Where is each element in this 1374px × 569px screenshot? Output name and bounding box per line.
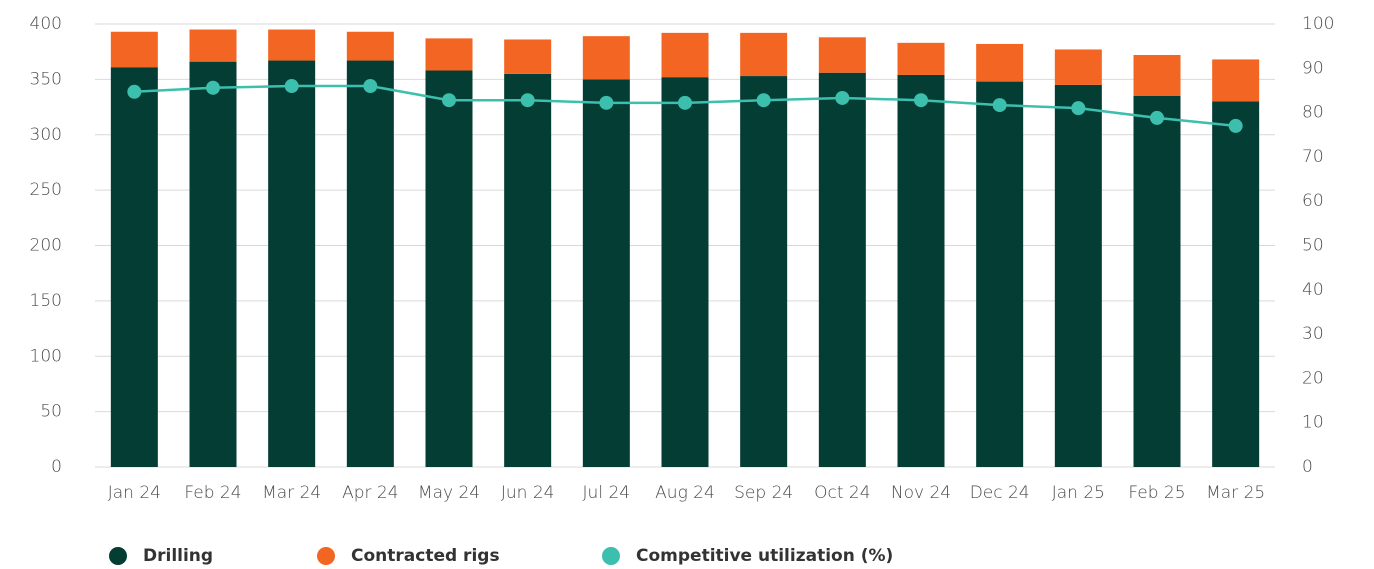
x-tick-label: Jun 24: [501, 483, 555, 503]
bar: [740, 76, 788, 468]
y2-tick-label: 70: [1302, 147, 1324, 167]
point: [678, 95, 692, 110]
point: [756, 93, 771, 108]
y-tick-label: 350: [30, 69, 62, 89]
point: [992, 98, 1007, 113]
x-tick-label: Nov 24: [891, 483, 951, 503]
bar: [976, 43, 1024, 82]
bar: [346, 60, 394, 468]
x-tick-label: Jan 24: [108, 483, 161, 503]
bar: [897, 42, 945, 75]
y-tick-label: 50: [40, 402, 62, 422]
bar: [1054, 84, 1102, 467]
bar: [110, 31, 158, 68]
bar: [582, 79, 630, 467]
y2-tick-label: 30: [1302, 324, 1324, 344]
point: [127, 84, 142, 99]
bar: [346, 31, 394, 61]
legend-label: Contracted rigs: [351, 546, 500, 566]
legend-marker: [602, 547, 620, 565]
y-tick-label: 200: [30, 236, 62, 256]
x-tick-label: Feb 25: [1128, 483, 1185, 503]
y2-tick-label: 0: [1302, 457, 1313, 477]
y-tick-label: 300: [30, 125, 62, 145]
y2-tick-label: 20: [1302, 368, 1324, 388]
y2-tick-label: 60: [1302, 191, 1324, 211]
point: [1071, 101, 1086, 116]
bar: [1133, 55, 1181, 96]
y-tick-label: 150: [30, 291, 62, 311]
bar: [504, 73, 552, 468]
bar: [1212, 101, 1260, 468]
y-tick-label: 250: [30, 180, 62, 200]
y2-tick-label: 10: [1302, 413, 1324, 433]
legend-marker: [109, 547, 127, 565]
x-tick-label: Jan 25: [1052, 483, 1105, 503]
bar: [268, 60, 316, 468]
x-tick-label: Oct 24: [814, 483, 870, 503]
x-tick-label: Sep 24: [734, 483, 793, 503]
y-tick-label: 100: [30, 346, 62, 366]
point: [1150, 110, 1164, 125]
bar: [976, 81, 1024, 467]
y2-tick-label: 50: [1302, 236, 1324, 256]
point: [1228, 118, 1243, 133]
bar: [1133, 95, 1181, 468]
y2-tick-label: 40: [1302, 280, 1324, 300]
y2-tick-label: 90: [1302, 58, 1324, 78]
bar: [818, 37, 866, 73]
bar: [268, 29, 316, 61]
y-tick-label: 0: [51, 457, 62, 477]
point: [442, 93, 456, 108]
point: [206, 80, 220, 95]
point: [914, 93, 928, 108]
bar: [661, 77, 709, 467]
bar: [897, 74, 945, 467]
x-tick-label: Aug 24: [655, 483, 715, 503]
bar: [425, 38, 473, 71]
bar: [1212, 59, 1260, 102]
x-tick-label: Mar 25: [1206, 483, 1265, 503]
y2-tick-label: 80: [1302, 103, 1324, 123]
bar: [582, 36, 630, 80]
legend-label: Drilling: [143, 546, 213, 566]
x-tick-label: Dec 24: [970, 483, 1030, 503]
x-tick-label: Jul 24: [583, 483, 631, 503]
point: [835, 90, 850, 105]
legend-label: Competitive utilization (%): [636, 546, 893, 566]
bar: [740, 32, 788, 77]
y2-tick-label: 100: [1302, 14, 1334, 34]
x-tick-label: Feb 24: [184, 483, 241, 503]
x-tick-label: Mar 24: [262, 483, 321, 503]
point: [284, 79, 299, 94]
legend-marker: [317, 547, 335, 565]
y-tick-label: 400: [30, 14, 62, 34]
point: [599, 95, 614, 110]
bar: [818, 72, 866, 467]
bar: [189, 61, 237, 467]
x-tick-label: May 24: [418, 483, 480, 503]
point: [520, 93, 535, 108]
bar: [189, 29, 237, 62]
bar: [1054, 49, 1102, 85]
bar: [504, 39, 552, 74]
bar: [425, 70, 473, 467]
bar: [661, 32, 709, 78]
point: [363, 79, 378, 94]
bar: [110, 67, 158, 467]
x-tick-label: Apr 24: [342, 483, 398, 503]
